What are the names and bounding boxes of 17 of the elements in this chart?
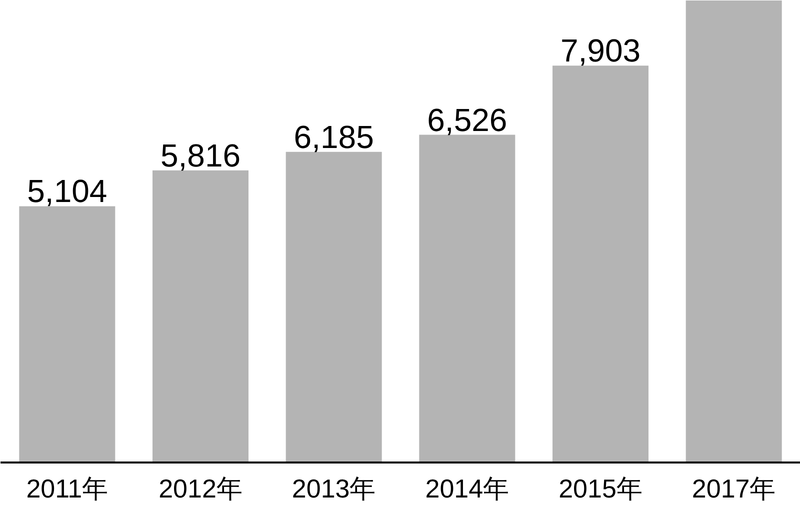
data-label: 6,526: [427, 102, 508, 138]
data-label: 5,104: [27, 173, 108, 210]
x-tick-label: 2013年: [292, 474, 376, 504]
data-label: 5,816: [160, 137, 241, 174]
x-tick-label: 2014年: [425, 474, 510, 504]
bar: [419, 134, 516, 462]
x-tick-label: 2017年: [692, 474, 776, 504]
bar: [552, 66, 648, 462]
bar: [286, 152, 382, 462]
bar: [152, 170, 248, 462]
bar: [19, 206, 116, 462]
x-tick-label: 2011年: [26, 474, 108, 504]
data-label: 7,903: [560, 32, 641, 69]
bar: [686, 0, 782, 462]
x-tick-label: 2015年: [558, 474, 642, 504]
data-label: 6,185: [294, 118, 374, 155]
x-tick-label: 2012年: [158, 474, 242, 504]
